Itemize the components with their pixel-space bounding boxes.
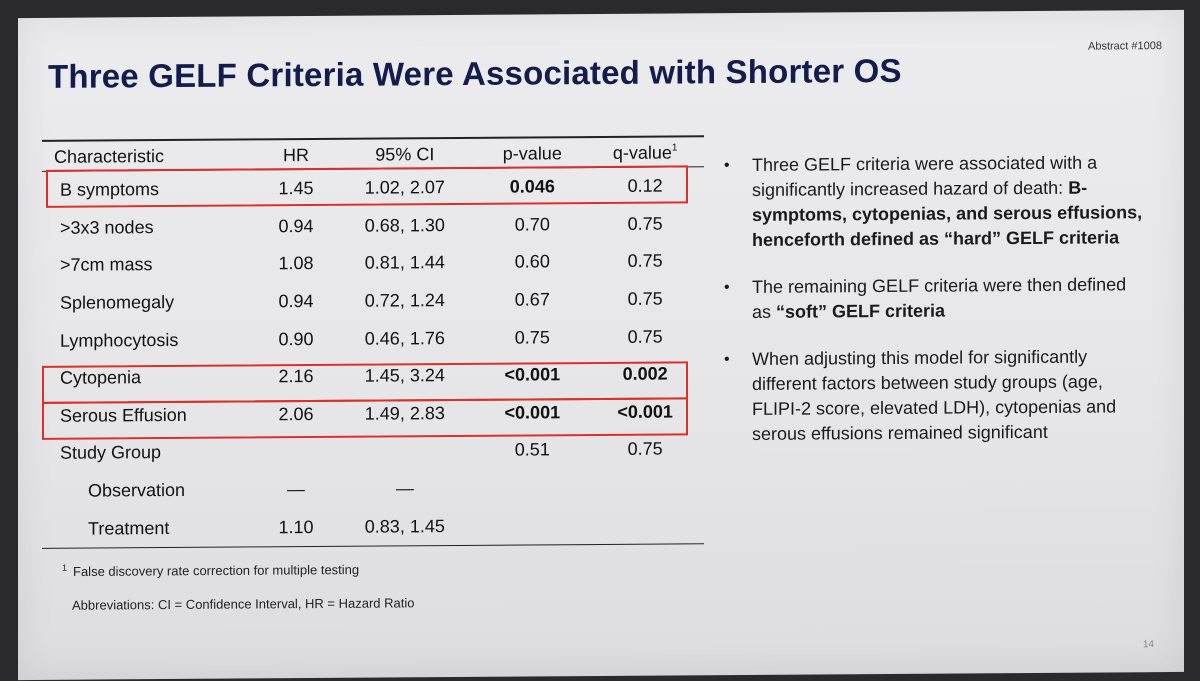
col-hr: HR — [261, 139, 331, 170]
p-cell: 0.75 — [478, 318, 586, 356]
slide-title: Three GELF Criteria Were Associated with… — [48, 52, 902, 96]
ci-cell: 1.49, 2.83 — [331, 394, 478, 433]
p-cell: 0.70 — [478, 206, 586, 244]
table-row: Serous Effusion 2.06 1.49, 2.83 <0.001 <… — [42, 393, 704, 435]
table-row: Study Group 0.51 0.75 — [42, 430, 704, 472]
table-row: Treatment 1.10 0.83, 1.45 — [42, 506, 704, 549]
q-cell: 0.12 — [586, 167, 704, 206]
p-cell: 0.046 — [478, 168, 586, 207]
p-cell: 0.67 — [478, 281, 586, 319]
p-cell: 0.60 — [478, 243, 586, 281]
hr-cell: 1.08 — [261, 245, 331, 283]
footnote-text: False discovery rate correction for mult… — [73, 562, 359, 579]
hr-cell: 2.16 — [261, 358, 331, 396]
q-cell: 0.002 — [586, 355, 704, 393]
ci-cell: 0.81, 1.44 — [331, 244, 478, 283]
bullet-adjusted-model: When adjusting this model for significan… — [724, 344, 1144, 447]
ci-cell: 1.02, 2.07 — [331, 168, 478, 207]
q-cell — [586, 506, 704, 545]
row-label: >3x3 nodes — [42, 208, 261, 247]
row-label: >7cm mass — [42, 246, 261, 285]
ci-cell: 1.45, 3.24 — [331, 357, 478, 396]
p-cell: <0.001 — [478, 356, 586, 394]
col-ci: 95% CI — [331, 138, 478, 170]
table-row: Lymphocytosis 0.90 0.46, 1.76 0.75 0.75 — [42, 318, 704, 360]
q-value-footnote-mark: 1 — [672, 142, 678, 153]
hr-cell: — — [261, 471, 331, 509]
bullet-hard-criteria: Three GELF criteria were associated with… — [724, 150, 1144, 253]
ci-cell: 0.72, 1.24 — [331, 282, 478, 321]
q-cell — [586, 468, 704, 506]
p-cell — [478, 506, 586, 545]
ci-cell: 0.83, 1.45 — [331, 507, 478, 546]
row-label: Splenomegaly — [42, 283, 261, 322]
ci-cell: 0.46, 1.76 — [331, 319, 478, 358]
hr-cell: 1.10 — [261, 508, 331, 547]
q-value-label: q-value — [613, 143, 672, 163]
row-label: Serous Effusion — [42, 396, 261, 435]
q-cell: 0.75 — [586, 205, 704, 243]
bullet-3-text: When adjusting this model for significan… — [752, 347, 1116, 444]
p-cell: <0.001 — [478, 394, 586, 432]
col-p-value: p-value — [478, 137, 586, 168]
footnote: 1 False discovery rate correction for mul… — [62, 561, 359, 579]
row-label: Treatment — [42, 509, 261, 549]
row-label: Study Group — [42, 434, 261, 473]
row-label: Observation — [42, 471, 261, 510]
table-row: Cytopenia 2.16 1.45, 3.24 <0.001 0.002 — [42, 355, 704, 397]
hr-cell: 0.90 — [261, 320, 331, 358]
table-row: Splenomegaly 0.94 0.72, 1.24 0.67 0.75 — [42, 280, 704, 322]
hr-cell — [261, 433, 331, 471]
col-q-value: q-value1 — [586, 136, 704, 167]
q-cell: 0.75 — [586, 280, 704, 318]
ci-cell: 0.68, 1.30 — [331, 206, 478, 245]
row-label: B symptoms — [42, 170, 261, 210]
abstract-number: Abstract #1008 — [1088, 40, 1162, 53]
table-row: >7cm mass 1.08 0.81, 1.44 0.60 0.75 — [42, 242, 704, 284]
col-characteristic: Characteristic — [42, 139, 261, 171]
abbreviations: Abbreviations: CI = Confidence Interval,… — [72, 595, 415, 612]
slide: Abstract #1008 Three GELF Criteria Were … — [18, 10, 1184, 680]
hr-cell: 1.45 — [261, 169, 331, 208]
row-label: Lymphocytosis — [42, 321, 261, 360]
ci-cell: — — [331, 470, 478, 509]
table-row: >3x3 nodes 0.94 0.68, 1.30 0.70 0.75 — [42, 205, 704, 247]
page-number: 14 — [1143, 639, 1154, 650]
hr-cell: 0.94 — [261, 207, 331, 245]
p-cell: 0.51 — [478, 431, 586, 469]
bullet-2-bold: “soft” GELF criteria — [776, 301, 945, 322]
bullet-list: Three GELF criteria were associated with… — [724, 150, 1144, 469]
q-cell: <0.001 — [586, 393, 704, 431]
q-cell: 0.75 — [586, 430, 704, 468]
p-cell — [478, 469, 586, 507]
table-header-row: Characteristic HR 95% CI p-value q-value… — [42, 136, 704, 171]
footnote-mark: 1 — [62, 563, 67, 573]
q-cell: 0.75 — [586, 318, 704, 356]
table-row: B symptoms 1.45 1.02, 2.07 0.046 0.12 — [42, 167, 704, 210]
results-table: Characteristic HR 95% CI p-value q-value… — [42, 135, 704, 549]
bullet-soft-criteria: The remaining GELF criteria were then de… — [724, 272, 1144, 325]
row-label: Cytopenia — [42, 358, 261, 397]
table-row: Observation — — — [42, 468, 704, 510]
q-cell: 0.75 — [586, 242, 704, 280]
hr-cell: 2.06 — [261, 395, 331, 433]
bullet-1-text: Three GELF criteria were associated with… — [752, 153, 1097, 200]
hr-cell: 0.94 — [261, 283, 331, 321]
ci-cell — [331, 432, 478, 471]
